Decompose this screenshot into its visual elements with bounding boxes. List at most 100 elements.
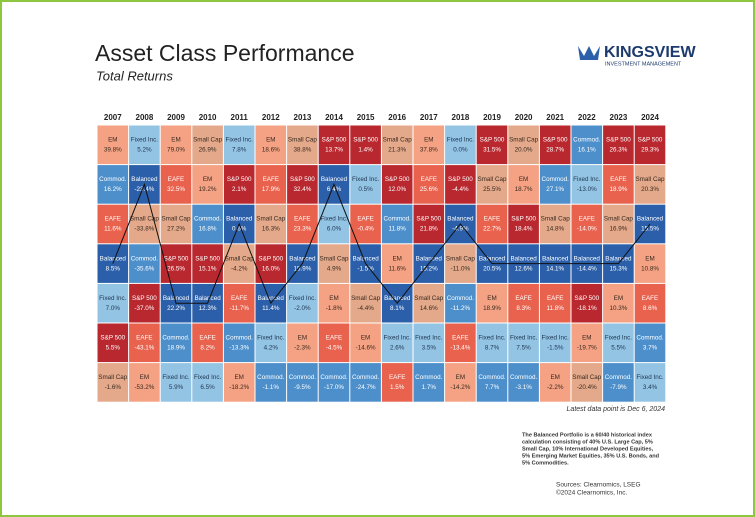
asset-return: 0.0% — [453, 146, 468, 153]
asset-name: Commod. — [415, 374, 443, 381]
asset-name: S&P 500 — [164, 255, 189, 262]
asset-name: S&P 500 — [416, 216, 441, 223]
asset-return: -43.1% — [134, 344, 154, 351]
asset-return: -4.2% — [231, 265, 248, 272]
asset-return: 79.0% — [167, 146, 185, 153]
asset-return: -17.0% — [324, 384, 344, 391]
asset-return: 3.4% — [643, 384, 658, 391]
asset-name: S&P 500 — [638, 136, 663, 143]
asset-return: 15.1% — [199, 265, 217, 272]
cell — [413, 283, 445, 323]
asset-name: Commod. — [194, 216, 222, 223]
cell — [381, 244, 413, 283]
year-label: 2011 — [231, 113, 249, 122]
cell — [223, 165, 255, 204]
asset-name: Balanced — [100, 255, 127, 262]
asset-name: S&P 500 — [322, 136, 347, 143]
asset-name: EAFE — [515, 295, 531, 302]
cell — [413, 125, 445, 165]
asset-return: -9.5% — [294, 384, 311, 391]
cell — [255, 125, 287, 165]
asset-name: EM — [329, 295, 338, 302]
asset-return: 22.2% — [167, 305, 185, 312]
cell — [381, 204, 413, 244]
asset-return: 37.8% — [420, 146, 438, 153]
cell — [287, 165, 318, 204]
asset-return: 8.7% — [485, 344, 500, 351]
asset-name: Fixed Inc. — [226, 136, 254, 143]
asset-name: Fixed Inc. — [573, 176, 601, 183]
asset-return: -11.2% — [451, 305, 471, 312]
asset-return: -14.2% — [450, 384, 470, 391]
asset-name: Fixed Inc. — [257, 334, 285, 341]
asset-return: -20.4% — [577, 384, 597, 391]
asset-return: 6.0% — [327, 226, 342, 233]
asset-return: -11.7% — [229, 305, 249, 312]
asset-return: 38.8% — [293, 146, 311, 153]
cell — [413, 204, 445, 244]
asset-return: 32.4% — [293, 186, 311, 193]
cell — [129, 323, 160, 363]
asset-return: 18.4% — [515, 226, 533, 233]
asset-return: 16.1% — [578, 146, 596, 153]
asset-name: EM — [234, 374, 243, 381]
year-label: 2007 — [104, 113, 122, 122]
year-label: 2013 — [294, 113, 312, 122]
cell — [287, 323, 318, 363]
asset-return: 1.5% — [390, 384, 405, 391]
asset-name: Small Cap — [256, 216, 286, 223]
cell — [160, 363, 192, 402]
asset-return: 14.8% — [546, 226, 564, 233]
asset-name: Small Cap — [414, 295, 444, 302]
year-label: 2012 — [262, 113, 280, 122]
asset-name: EAFE — [294, 216, 310, 223]
asset-return: -24.7% — [356, 384, 376, 391]
asset-name: Small Cap — [572, 374, 602, 381]
asset-name: S&P 500 — [606, 136, 631, 143]
asset-name: Commod. — [447, 295, 475, 302]
asset-name: Small Cap — [477, 176, 507, 183]
asset-name: Fixed Inc. — [510, 334, 538, 341]
asset-return: 15.5% — [641, 226, 659, 233]
cell — [539, 165, 571, 204]
cell — [129, 363, 160, 402]
asset-name: Small Cap — [288, 136, 318, 143]
cell — [508, 283, 539, 323]
asset-return: 20.3% — [641, 186, 659, 193]
asset-name: S&P 500 — [480, 136, 505, 143]
asset-name: Commod. — [573, 136, 601, 143]
cell — [287, 363, 318, 402]
asset-name: EAFE — [105, 216, 121, 223]
asset-name: Small Cap — [225, 255, 255, 262]
asset-return: 8.1% — [390, 305, 405, 312]
asset-name: S&P 500 — [353, 136, 378, 143]
asset-return: -13.4% — [450, 344, 470, 351]
asset-return: -37.0% — [134, 305, 154, 312]
asset-return: 14.1% — [546, 265, 564, 272]
asset-return: -4.4% — [452, 186, 469, 193]
asset-name: Fixed Inc. — [99, 295, 127, 302]
asset-name: Fixed Inc. — [542, 334, 570, 341]
asset-name: EAFE — [642, 295, 658, 302]
cell — [97, 283, 129, 323]
cell — [160, 323, 192, 363]
cell — [603, 125, 634, 165]
asset-return: -23.4% — [134, 186, 154, 193]
asset-name: Balanced — [605, 255, 632, 262]
asset-return: -13.3% — [229, 344, 249, 351]
cell — [603, 323, 634, 363]
cell — [129, 125, 160, 165]
asset-return: 11.6% — [104, 226, 122, 233]
asset-name: Commod. — [289, 374, 317, 381]
year-label: 2016 — [388, 113, 406, 122]
cell — [223, 323, 255, 363]
cell — [350, 323, 381, 363]
cell — [97, 125, 129, 165]
cell — [413, 363, 445, 402]
cell — [223, 283, 255, 323]
asset-name: Commod. — [510, 374, 538, 381]
asset-return: 26.5% — [167, 265, 185, 272]
cell — [508, 165, 539, 204]
asset-return: 2.6% — [390, 344, 405, 351]
